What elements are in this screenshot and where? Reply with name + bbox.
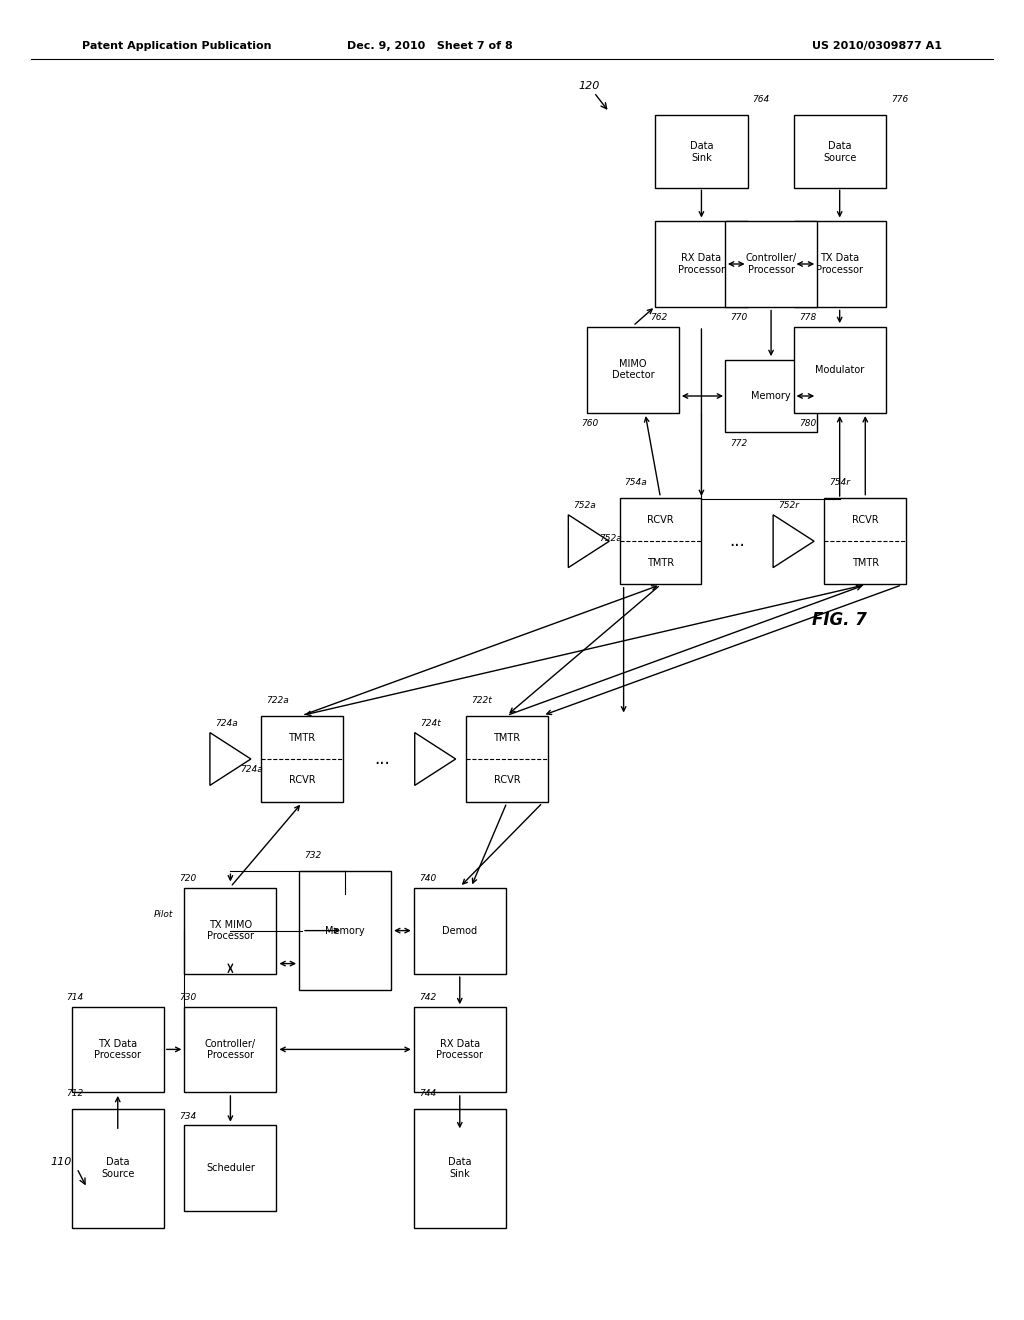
Text: Data
Sink: Data Sink — [690, 141, 713, 162]
Polygon shape — [415, 733, 456, 785]
FancyBboxPatch shape — [184, 1125, 276, 1212]
FancyBboxPatch shape — [587, 327, 679, 412]
FancyBboxPatch shape — [184, 888, 276, 974]
Text: 754r: 754r — [829, 478, 851, 487]
Text: 724t: 724t — [420, 719, 440, 729]
Text: 732: 732 — [304, 851, 322, 861]
Text: 724a: 724a — [241, 766, 263, 775]
Text: RCVR: RCVR — [852, 515, 879, 525]
FancyBboxPatch shape — [414, 1109, 506, 1228]
Text: TX MIMO
Processor: TX MIMO Processor — [207, 920, 254, 941]
Text: ...: ... — [729, 532, 745, 550]
Text: US 2010/0309877 A1: US 2010/0309877 A1 — [812, 41, 942, 51]
Text: 778: 778 — [799, 313, 816, 322]
Text: 760: 760 — [582, 418, 599, 428]
Polygon shape — [210, 733, 251, 785]
Text: 120: 120 — [579, 81, 599, 91]
Text: TMTR: TMTR — [647, 557, 674, 568]
Text: Scheduler: Scheduler — [206, 1163, 255, 1173]
Text: 772: 772 — [730, 438, 748, 447]
Text: FIG. 7: FIG. 7 — [812, 611, 867, 630]
Text: Data
Sink: Data Sink — [449, 1158, 471, 1179]
Text: 780: 780 — [799, 418, 816, 428]
FancyBboxPatch shape — [824, 498, 906, 583]
Text: Pilot: Pilot — [154, 911, 173, 920]
Text: RCVR: RCVR — [494, 775, 520, 785]
Polygon shape — [568, 515, 609, 568]
FancyBboxPatch shape — [794, 115, 886, 187]
Text: 730: 730 — [179, 993, 197, 1002]
Text: 722t: 722t — [471, 696, 492, 705]
Text: 724a: 724a — [215, 719, 238, 729]
Text: TMTR: TMTR — [289, 733, 315, 743]
FancyBboxPatch shape — [794, 220, 886, 306]
Text: 714: 714 — [67, 993, 84, 1002]
Text: Controller/
Processor: Controller/ Processor — [745, 253, 797, 275]
FancyBboxPatch shape — [725, 220, 817, 306]
Text: 752r: 752r — [778, 502, 800, 511]
Text: RX Data
Processor: RX Data Processor — [436, 1039, 483, 1060]
Text: Memory: Memory — [326, 925, 365, 936]
FancyBboxPatch shape — [261, 715, 343, 803]
Text: 712: 712 — [67, 1089, 84, 1098]
Text: RCVR: RCVR — [647, 515, 674, 525]
Text: 754a: 754a — [625, 478, 647, 487]
Text: Demod: Demod — [442, 925, 477, 936]
Text: TMTR: TMTR — [852, 557, 879, 568]
Text: 722a: 722a — [266, 696, 289, 705]
FancyBboxPatch shape — [466, 715, 548, 803]
Text: RX Data
Processor: RX Data Processor — [678, 253, 725, 275]
Text: 720: 720 — [179, 874, 197, 883]
Text: RCVR: RCVR — [289, 775, 315, 785]
Text: Data
Source: Data Source — [823, 141, 856, 162]
Text: TX Data
Processor: TX Data Processor — [816, 253, 863, 275]
Text: 110: 110 — [51, 1156, 72, 1167]
Text: 740: 740 — [419, 874, 436, 883]
Text: Controller/
Processor: Controller/ Processor — [205, 1039, 256, 1060]
Text: ...: ... — [374, 750, 390, 768]
Text: MIMO
Detector: MIMO Detector — [611, 359, 654, 380]
FancyBboxPatch shape — [414, 888, 506, 974]
Text: TX Data
Processor: TX Data Processor — [94, 1039, 141, 1060]
FancyBboxPatch shape — [72, 1006, 164, 1093]
FancyBboxPatch shape — [72, 1109, 164, 1228]
Text: 752a: 752a — [599, 535, 622, 544]
FancyBboxPatch shape — [414, 1006, 506, 1093]
FancyBboxPatch shape — [794, 327, 886, 412]
FancyBboxPatch shape — [620, 498, 701, 583]
Text: Data
Source: Data Source — [101, 1158, 134, 1179]
FancyBboxPatch shape — [725, 359, 817, 433]
Text: 770: 770 — [730, 313, 748, 322]
Text: 734: 734 — [179, 1111, 197, 1121]
Text: 744: 744 — [419, 1089, 436, 1098]
Text: TMTR: TMTR — [494, 733, 520, 743]
Text: 752a: 752a — [573, 502, 596, 511]
Text: Memory: Memory — [752, 391, 791, 401]
Text: Dec. 9, 2010   Sheet 7 of 8: Dec. 9, 2010 Sheet 7 of 8 — [347, 41, 513, 51]
FancyBboxPatch shape — [184, 1006, 276, 1093]
Text: Patent Application Publication: Patent Application Publication — [82, 41, 271, 51]
FancyBboxPatch shape — [299, 871, 391, 990]
Text: 742: 742 — [419, 993, 436, 1002]
Text: 764: 764 — [753, 95, 770, 104]
Text: 762: 762 — [650, 313, 668, 322]
Text: Modulator: Modulator — [815, 364, 864, 375]
FancyBboxPatch shape — [655, 220, 748, 306]
Text: 776: 776 — [891, 95, 908, 104]
FancyBboxPatch shape — [655, 115, 748, 187]
Polygon shape — [773, 515, 814, 568]
